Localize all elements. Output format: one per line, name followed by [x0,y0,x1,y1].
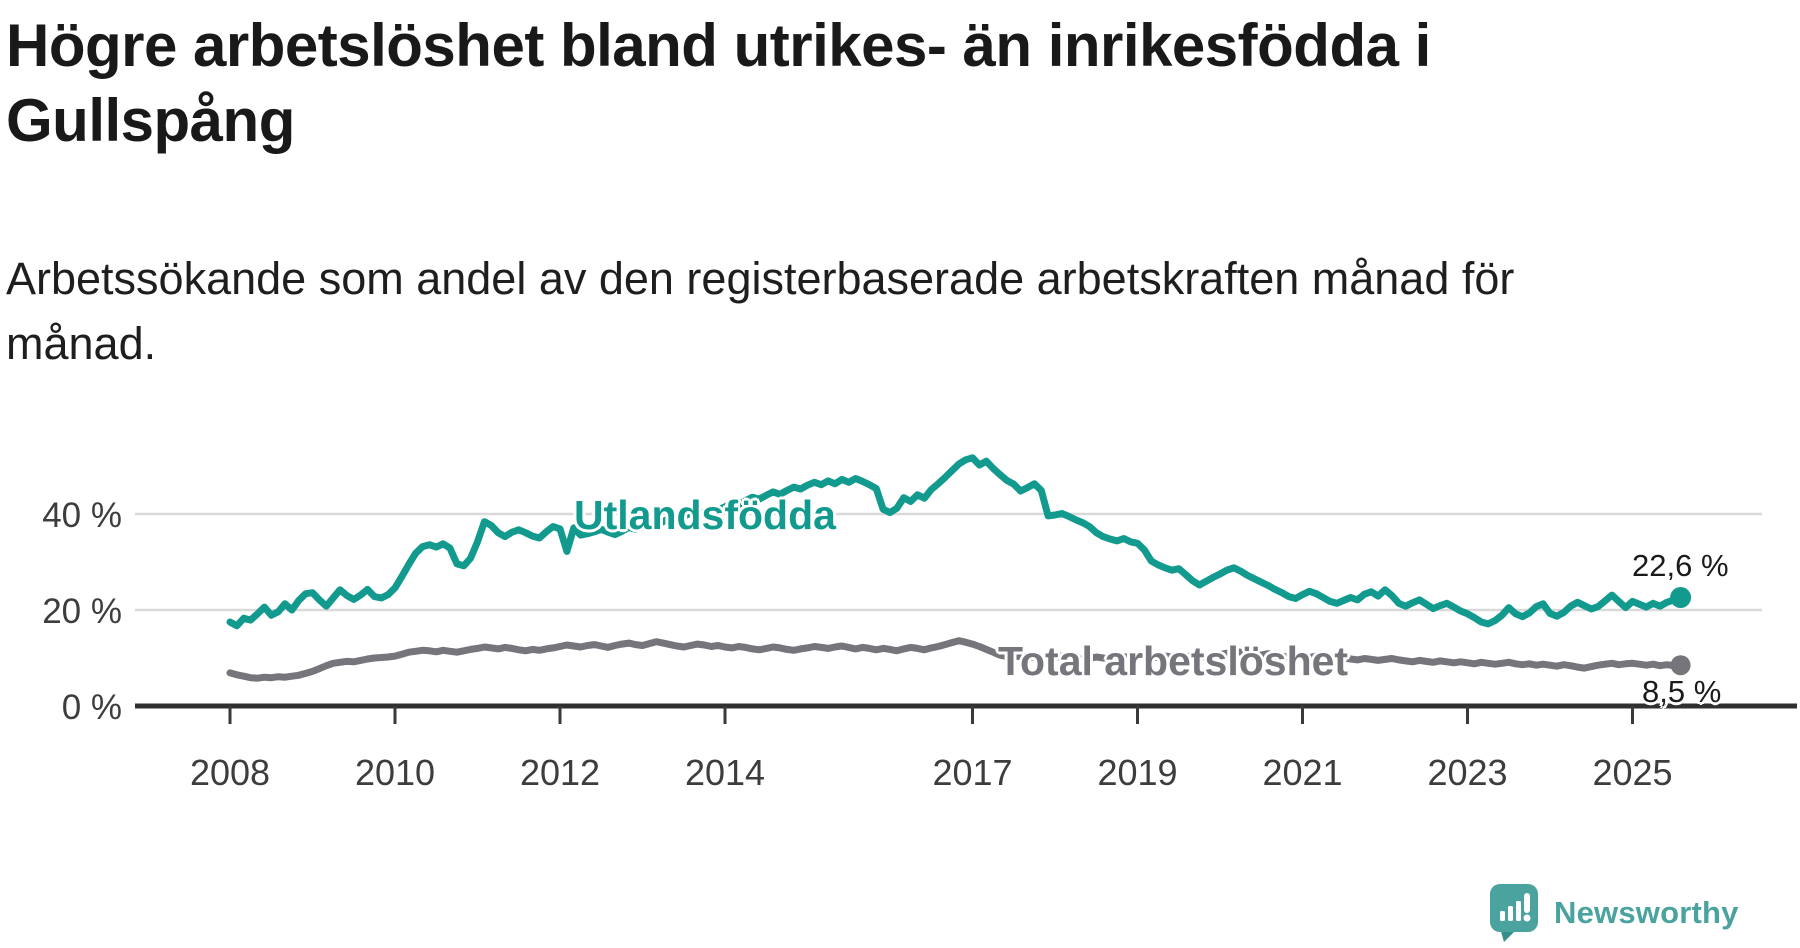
newsworthy-logo-icon [1490,884,1538,942]
x-tick-label: 2017 [932,752,1013,793]
logo-bar-1 [1500,911,1505,921]
x-tick-label: 2025 [1592,752,1673,793]
x-tick-label: 2021 [1262,752,1343,793]
series-label-utlandsfodda: Utlandsfödda [574,492,836,538]
logo-bar-2 [1508,906,1513,921]
x-tick-label: 2012 [519,752,601,793]
x-tick-label: 2023 [1427,752,1508,793]
y-tick-label-20: 20 % [42,592,122,631]
x-tick-label: 2014 [684,752,766,793]
x-tick-label: 2019 [1097,752,1178,793]
y-tick-label-0: 0 % [61,688,122,727]
series-line-total [226,637,1685,682]
end-value-label-utlandsfodda: 22,6 % [1632,548,1729,583]
x-tick-label: 2008 [189,752,271,793]
logo-exclamation-bar [1524,893,1530,913]
y-tick-label-40: 40 % [42,496,122,535]
x-axis-ticks [228,706,1634,724]
series-dot-utlandsfodda [1670,587,1692,608]
logo-bar-3 [1516,901,1521,921]
series-label-total: Total arbetslöshet [998,638,1349,684]
logo-exclamation-dot [1523,914,1531,922]
end-value-label-total: 8,5 % [1642,674,1722,709]
newsworthy-logo-text: Newsworthy [1554,895,1739,930]
page-title: Högre arbetslöshet bland utrikes- än inr… [6,12,1431,154]
series-line-utlandsfodda [226,454,1685,630]
x-tick-label: 2010 [354,752,436,793]
series-dot-total [1670,655,1691,676]
logo-bubble [1490,884,1538,932]
page-subtitle: Arbetssökande som andel av den registerb… [6,253,1515,370]
newsworthy-logo: Newsworthy [1488,884,1739,942]
